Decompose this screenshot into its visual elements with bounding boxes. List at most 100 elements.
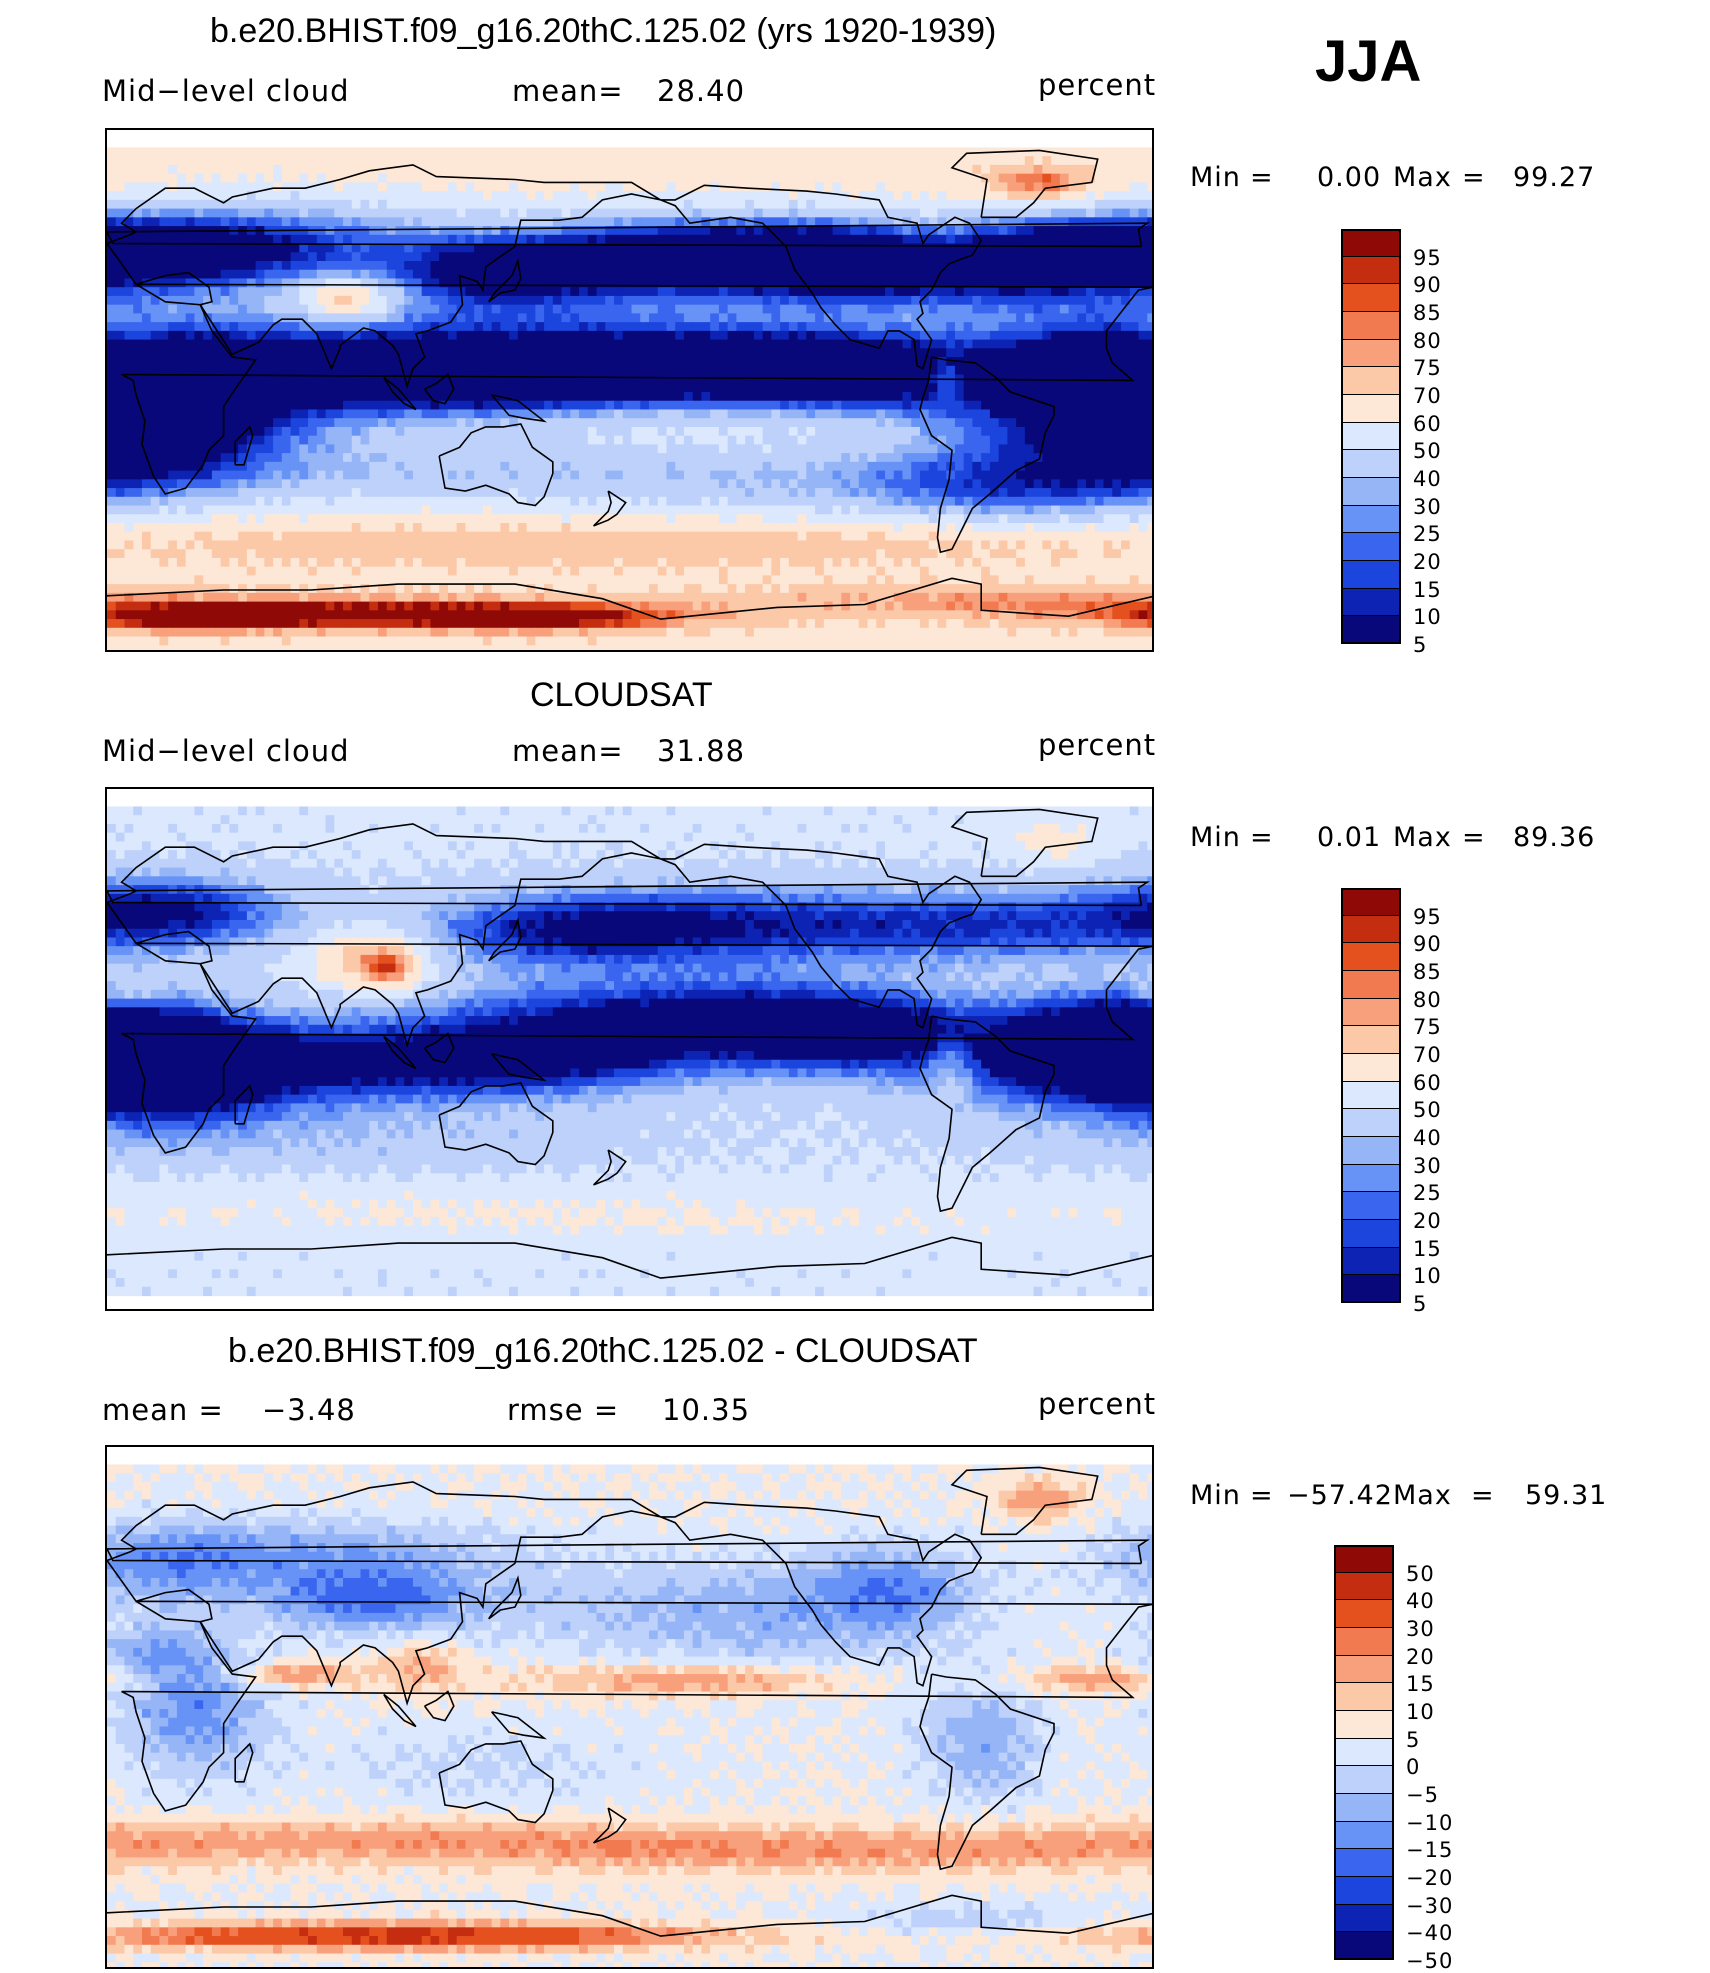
field-cell bbox=[290, 400, 300, 411]
field-cell bbox=[290, 278, 300, 288]
field-cell bbox=[657, 365, 668, 376]
field-cell bbox=[1077, 435, 1087, 445]
field-cell bbox=[273, 348, 283, 358]
field-cell bbox=[701, 418, 711, 428]
field-cell bbox=[823, 147, 834, 157]
field-cell bbox=[194, 383, 204, 393]
field-cell bbox=[937, 479, 947, 489]
field-cell bbox=[797, 295, 807, 306]
field-cell bbox=[1033, 199, 1043, 210]
field-cell bbox=[133, 357, 143, 367]
field-cell bbox=[911, 435, 921, 445]
field-cell bbox=[115, 243, 126, 253]
field-cell bbox=[290, 383, 300, 393]
field-cell bbox=[1086, 444, 1096, 454]
field-cell bbox=[692, 261, 703, 271]
field-cell bbox=[858, 173, 869, 183]
field-cell bbox=[404, 304, 414, 314]
field-cell bbox=[579, 470, 589, 480]
field-cell bbox=[727, 164, 737, 175]
field-cell bbox=[439, 173, 449, 183]
field-cell bbox=[893, 330, 904, 341]
field-cell bbox=[753, 330, 764, 341]
field-cell bbox=[806, 339, 816, 349]
field-cell bbox=[299, 313, 309, 323]
field-cell bbox=[893, 453, 904, 463]
field-cell bbox=[334, 313, 344, 323]
field-cell bbox=[771, 304, 781, 314]
field-cell bbox=[316, 374, 327, 384]
field-cell bbox=[570, 470, 580, 480]
field-cell bbox=[701, 409, 711, 419]
field-cell bbox=[1121, 147, 1131, 157]
field-cell bbox=[447, 278, 458, 288]
field-cell bbox=[631, 470, 641, 480]
field-cell bbox=[316, 261, 327, 271]
field-cell bbox=[412, 322, 423, 332]
field-cell bbox=[290, 147, 300, 157]
field-cell bbox=[692, 191, 703, 201]
field-cell bbox=[386, 357, 397, 367]
field-cell bbox=[150, 470, 161, 480]
field-cell bbox=[264, 453, 274, 463]
field-cell bbox=[648, 383, 659, 393]
field-cell bbox=[185, 374, 196, 384]
field-cell bbox=[325, 191, 335, 201]
field-cell bbox=[902, 261, 912, 271]
field-cell bbox=[264, 496, 274, 507]
field-cell bbox=[1051, 278, 1061, 288]
field-cell bbox=[482, 304, 493, 314]
field-cell bbox=[919, 453, 930, 463]
field-cell bbox=[701, 295, 711, 306]
field-cell bbox=[369, 392, 379, 402]
field-cell bbox=[823, 287, 834, 297]
field-cell bbox=[500, 208, 510, 218]
field-cell bbox=[1059, 435, 1070, 445]
field-cell bbox=[701, 339, 711, 349]
field-cell bbox=[124, 496, 134, 507]
field-cell bbox=[308, 234, 318, 245]
field-cell bbox=[745, 261, 755, 271]
field-cell bbox=[439, 348, 449, 358]
field-cell bbox=[430, 470, 440, 480]
field-cell bbox=[1077, 182, 1087, 192]
field-cell bbox=[535, 261, 545, 271]
field-cell bbox=[780, 426, 790, 437]
field-cell bbox=[360, 261, 370, 271]
field-cell bbox=[780, 461, 790, 472]
field-cell bbox=[745, 479, 755, 489]
field-cell bbox=[474, 269, 484, 280]
field-cell bbox=[150, 374, 161, 384]
field-cell bbox=[998, 444, 1008, 454]
field-cell bbox=[517, 426, 528, 437]
field-cell bbox=[832, 444, 842, 454]
field-cell bbox=[605, 287, 615, 297]
field-cell bbox=[395, 383, 405, 393]
field-cell bbox=[893, 226, 904, 236]
field-cell bbox=[1129, 278, 1140, 288]
field-cell bbox=[360, 208, 370, 218]
field-cell bbox=[815, 418, 825, 428]
field-cell bbox=[1051, 383, 1061, 393]
field-cell bbox=[622, 295, 633, 306]
field-cell bbox=[919, 365, 930, 376]
field-cell bbox=[1112, 156, 1122, 166]
field-cell bbox=[640, 295, 650, 306]
field-cell bbox=[989, 330, 1000, 341]
field-cell bbox=[753, 164, 764, 175]
field-cell bbox=[981, 470, 991, 480]
field-cell bbox=[893, 322, 904, 332]
field-cell bbox=[736, 444, 746, 454]
field-cell bbox=[517, 374, 528, 384]
field-cell bbox=[876, 295, 886, 306]
field-cell bbox=[710, 357, 720, 367]
field-cell bbox=[334, 339, 344, 349]
field-cell bbox=[605, 295, 615, 306]
field-cell bbox=[1147, 173, 1152, 183]
field-cell bbox=[482, 479, 493, 489]
field-cell bbox=[107, 496, 117, 507]
field-cell bbox=[963, 243, 974, 253]
field-cell bbox=[159, 208, 169, 218]
field-cell bbox=[561, 304, 571, 314]
field-cell bbox=[290, 208, 300, 218]
